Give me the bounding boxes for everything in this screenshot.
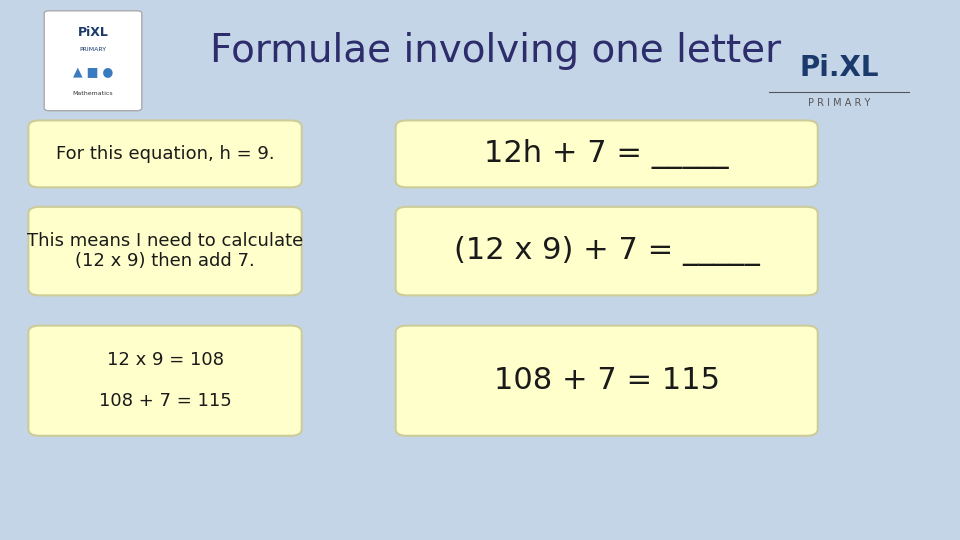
FancyBboxPatch shape (29, 326, 301, 436)
Text: PRIMARY: PRIMARY (80, 47, 107, 52)
FancyBboxPatch shape (396, 207, 818, 295)
FancyBboxPatch shape (396, 120, 818, 187)
Text: Formulae involving one letter: Formulae involving one letter (209, 32, 780, 70)
Text: (12 x 9) + 7 = _____: (12 x 9) + 7 = _____ (454, 236, 759, 266)
FancyBboxPatch shape (396, 326, 818, 436)
Text: 12h + 7 = _____: 12h + 7 = _____ (485, 139, 729, 169)
Text: Mathematics: Mathematics (73, 91, 113, 96)
Text: Pi.XL: Pi.XL (800, 53, 879, 82)
FancyBboxPatch shape (44, 11, 142, 111)
Text: 108 + 7 = 115: 108 + 7 = 115 (493, 366, 720, 395)
Text: 12 x 9 = 108

108 + 7 = 115: 12 x 9 = 108 108 + 7 = 115 (99, 351, 231, 410)
Text: PiXL: PiXL (78, 26, 108, 39)
Text: ▲ ■ ●: ▲ ■ ● (73, 65, 113, 79)
FancyBboxPatch shape (29, 207, 301, 295)
FancyBboxPatch shape (29, 120, 301, 187)
Text: For this equation, h = 9.: For this equation, h = 9. (56, 145, 275, 163)
Text: P R I M A R Y: P R I M A R Y (808, 98, 871, 107)
Text: This means I need to calculate
(12 x 9) then add 7.: This means I need to calculate (12 x 9) … (27, 232, 303, 271)
